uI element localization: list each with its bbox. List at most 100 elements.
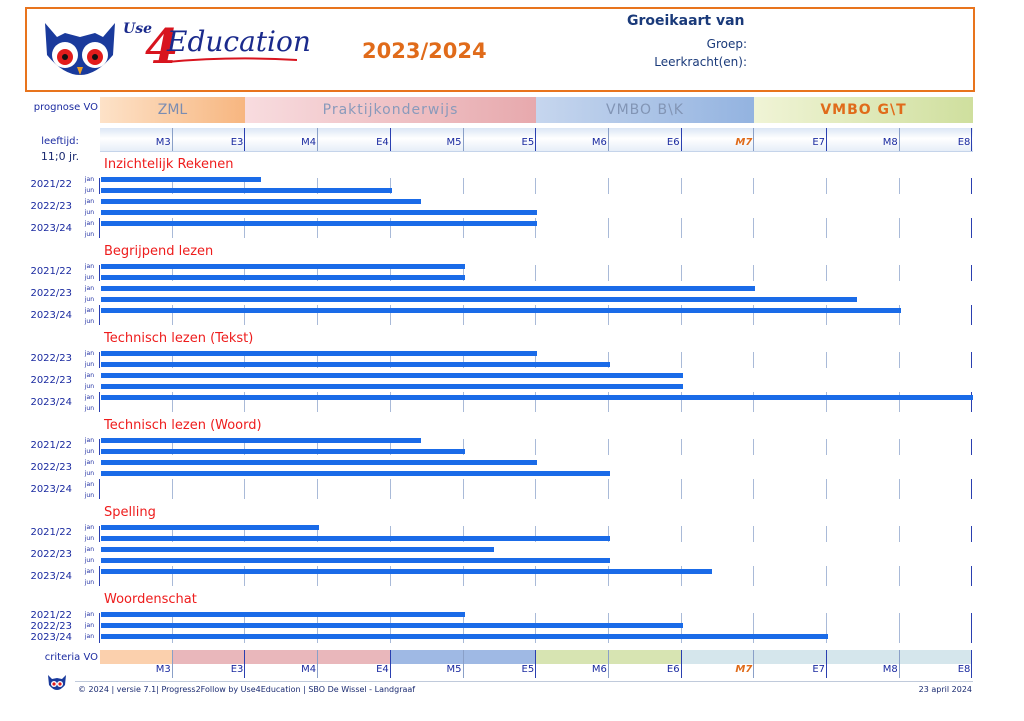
scale-label: M5 (446, 137, 462, 148)
section-title: Spelling (104, 505, 158, 520)
period-label: jun (84, 535, 94, 542)
grid-line (171, 352, 173, 368)
year-label: 2023/24 (30, 571, 72, 582)
score-bar (101, 199, 421, 204)
brand-use: Use (123, 21, 152, 37)
scale-label: M6 (591, 664, 607, 675)
grid-line (317, 305, 319, 325)
year-label: 2022/23 (30, 621, 72, 632)
brand-swoosh-icon (167, 57, 297, 63)
score-bar (101, 460, 538, 465)
criteria-strip (827, 650, 900, 664)
grid-line (607, 305, 609, 325)
grid-line (753, 613, 755, 629)
grid-line (389, 305, 391, 325)
grid-line (898, 623, 900, 643)
scale-tick (462, 650, 464, 678)
score-bar (101, 569, 712, 574)
period-label: jun (84, 579, 94, 586)
grid-line (753, 265, 755, 281)
grid-line (244, 566, 246, 586)
grid-line (753, 392, 755, 412)
grid-line (317, 392, 319, 412)
grid-line (317, 623, 319, 643)
grid-line (680, 439, 682, 455)
owl-logo-icon (45, 23, 115, 75)
grid-line (826, 352, 827, 368)
grid-line (898, 265, 900, 281)
scale-label: E4 (376, 664, 389, 675)
header-box: Use 4 Education 2023/2024 Groeikaart van… (25, 7, 975, 92)
scale-label: E7 (812, 137, 825, 148)
footer-divider (75, 681, 973, 682)
score-bar (101, 275, 465, 280)
criteria-strip (318, 650, 391, 664)
year-label: 2022/23 (30, 201, 72, 212)
scale-label: M4 (301, 664, 317, 675)
chart-area (99, 152, 973, 648)
grid-line (389, 566, 391, 586)
period-label: jun (84, 318, 94, 325)
scale-tick (607, 128, 609, 151)
period-label: jun (84, 209, 94, 216)
scale-tick (389, 128, 391, 151)
grid-line (171, 439, 173, 455)
criteria-strip (172, 650, 246, 664)
groep-label: Groep: (706, 37, 747, 51)
scale-tick (607, 650, 609, 678)
period-label: jan (84, 611, 94, 618)
year-label: 2023/24 (30, 223, 72, 234)
scale-label: E3 (230, 137, 244, 148)
grid-line (535, 439, 537, 455)
period-label: jun (84, 448, 94, 455)
score-bar (101, 351, 538, 356)
grid-line (171, 479, 173, 499)
grid-line (607, 613, 609, 629)
leerkracht-label: Leerkracht(en): (654, 55, 747, 69)
score-bar (101, 210, 538, 215)
criteria-strip (245, 650, 319, 664)
scale-tick (317, 128, 319, 151)
criteria-strip (899, 650, 973, 664)
school-year: 2023/2024 (362, 39, 487, 63)
year-label: 2021/22 (30, 610, 72, 621)
grid-line (607, 526, 609, 542)
period-label: jun (84, 405, 94, 412)
grid-line (389, 178, 391, 194)
grid-line (244, 352, 246, 368)
criteria-strip (608, 650, 682, 664)
year-label: 2021/22 (30, 440, 72, 451)
period-label: jun (84, 361, 94, 368)
grid-line (971, 305, 973, 325)
year-label: 2021/22 (30, 527, 72, 538)
scale-label: M7 (735, 664, 753, 675)
scale-label: M4 (301, 137, 317, 148)
section-title: Technisch lezen (Woord) (104, 418, 264, 433)
grid-line (753, 178, 755, 194)
grid-line (607, 479, 609, 499)
grid-line (389, 218, 391, 238)
grid-line (535, 305, 537, 325)
period-label: jan (84, 622, 94, 629)
scale-label: E5 (521, 137, 535, 148)
grid-line (171, 613, 173, 629)
scale-tick (171, 128, 173, 151)
scale-label: E3 (230, 664, 244, 675)
score-bar (101, 297, 858, 302)
grid-line (99, 218, 100, 238)
scale-tick (898, 128, 900, 151)
period-label: jan (84, 459, 94, 466)
band-vmbo-bk: VMBO B\K (536, 97, 754, 123)
grid-line (244, 218, 246, 238)
grid-line (753, 566, 755, 586)
grid-line (462, 352, 464, 368)
grid-line (898, 392, 900, 412)
period-label: jan (84, 350, 94, 357)
period-label: jun (84, 470, 94, 477)
scale-tick (535, 650, 537, 678)
criteria-strip (536, 650, 609, 664)
score-bar (101, 177, 261, 182)
scale-label: M8 (882, 664, 898, 675)
grid-line (826, 265, 827, 281)
grid-line (971, 218, 973, 238)
